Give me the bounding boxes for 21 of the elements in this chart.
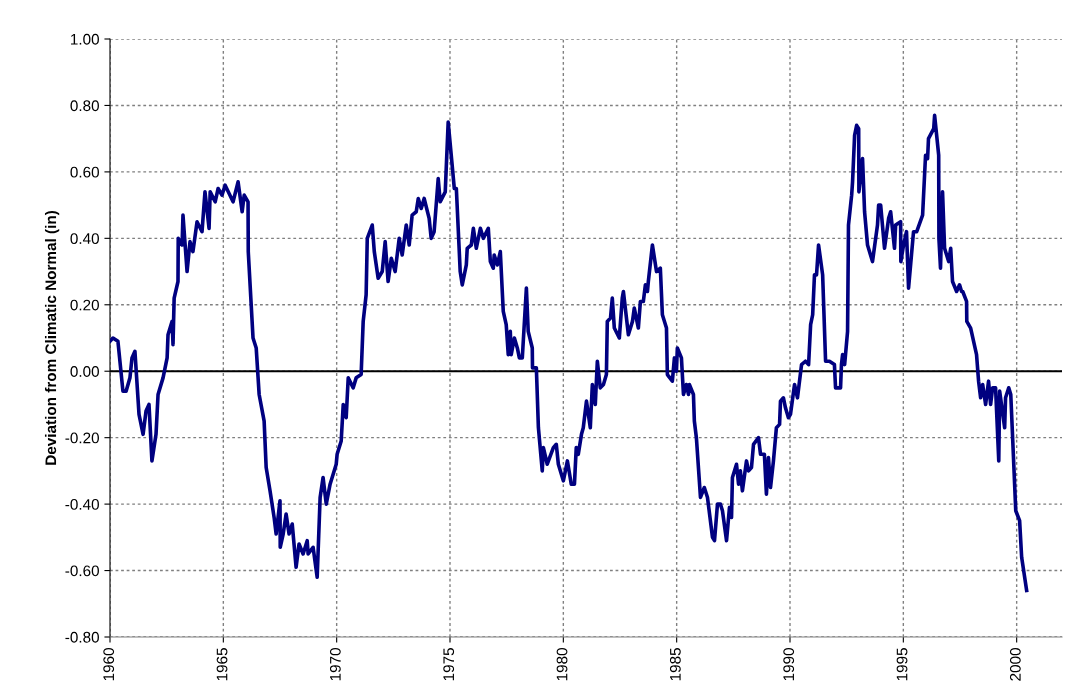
x-tick-label: 1980 bbox=[556, 648, 568, 681]
x-tick-label: 1995 bbox=[896, 648, 908, 681]
y-tick-label: 0.00 bbox=[70, 366, 99, 377]
y-tick-label: 0.40 bbox=[70, 233, 99, 245]
x-tick-label: 1970 bbox=[329, 648, 341, 681]
line-series bbox=[110, 113, 1029, 593]
y-tick-label: -0.20 bbox=[65, 432, 99, 444]
y-axis-title: Deviation from Climatic Normal (in) bbox=[44, 211, 60, 465]
x-tick-label: 1990 bbox=[783, 648, 795, 681]
x-tick-label: 2000 bbox=[1009, 648, 1021, 681]
y-tick-label: -0.80 bbox=[65, 631, 99, 643]
x-tick-label: 1960 bbox=[103, 648, 115, 681]
y-tick-label: -0.60 bbox=[65, 565, 99, 577]
y-tick-label: 0.80 bbox=[70, 100, 99, 112]
y-tick-label: 0.60 bbox=[70, 166, 99, 178]
x-tick-label: 1975 bbox=[443, 648, 455, 681]
y-tick-label: 1.00 bbox=[71, 33, 99, 45]
x-tick-label: 1965 bbox=[216, 648, 228, 681]
y-tick-label: -0.40 bbox=[65, 498, 99, 510]
y-tick-label: 0.20 bbox=[70, 299, 99, 311]
x-tick-label: 1985 bbox=[669, 648, 681, 681]
